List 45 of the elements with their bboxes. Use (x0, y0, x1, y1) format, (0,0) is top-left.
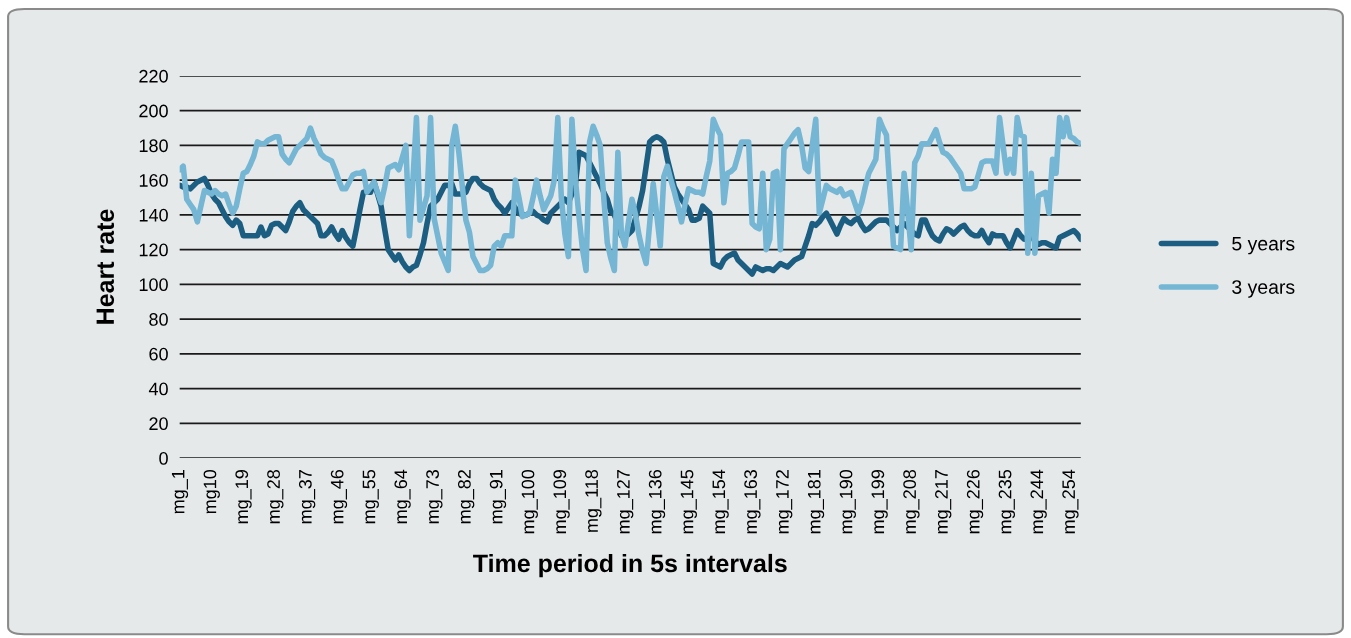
x-tick-label: mg_1 (171, 470, 189, 514)
x-tick-label: mg_181 (807, 470, 825, 534)
x-tick-label: mg10 (203, 469, 220, 514)
y-tick-label: 20 (149, 417, 168, 431)
x-tick-label: mg_199 (871, 470, 888, 534)
x-tick-label: mg_64 (394, 469, 411, 524)
x-tick-label: mg_28 (267, 469, 284, 524)
y-tick-label: 100 (139, 278, 168, 292)
x-tick-label: mg_100 (521, 469, 538, 534)
y-tick-label: 60 (149, 347, 168, 361)
x-tick-label: mg_73 (426, 469, 443, 524)
y-tick-label: 0 (159, 452, 168, 465)
x-tick-label: mg_254 (1062, 469, 1079, 534)
y-axis-title: Heart rate (96, 209, 115, 324)
x-tick-label: mg_19 (235, 470, 252, 524)
x-axis-title: Time period in 5s intervals (473, 553, 787, 578)
x-tick-label: mg_82 (457, 470, 475, 524)
x-tick-label: mg_127 (617, 470, 634, 534)
x-tick-label: mg_91 (489, 470, 507, 524)
x-tick-label: mg_163 (744, 469, 761, 534)
x-tick-label: mg_208 (903, 469, 920, 534)
y-tick-label: 220 (139, 69, 168, 83)
x-tick-label: mg_226 (966, 469, 984, 534)
x-tick-label: mg_37 (298, 470, 316, 524)
y-tick-label: 140 (139, 208, 168, 222)
y-tick-label: 120 (139, 243, 168, 257)
x-tick-label: mg_172 (776, 470, 793, 534)
x-tick-label: mg_217 (935, 470, 952, 534)
x-tick-label: mg_235 (998, 469, 1016, 534)
x-tick-label: mg_190 (839, 469, 856, 534)
x-tick-label: mg_55 (362, 469, 379, 524)
y-tick-label: 160 (139, 174, 168, 187)
x-tick-label: mg_46 (330, 469, 348, 524)
x-tick-label: mg_109 (553, 470, 570, 534)
y-tick-label: 200 (139, 104, 168, 118)
y-tick-label: 80 (149, 313, 168, 326)
x-tick-label: mg_118 (585, 469, 602, 532)
y-tick-label: 40 (148, 382, 168, 396)
legend-label: 3 years (1232, 280, 1295, 298)
x-tick-label: mg_154 (712, 469, 729, 534)
x-tick-label: mg_136 (648, 469, 666, 534)
legend-label: 5 years (1232, 236, 1295, 255)
x-tick-label: mg_145 (680, 469, 697, 534)
y-tick-label: 180 (139, 139, 168, 153)
x-tick-label: mg_244 (1030, 469, 1047, 534)
